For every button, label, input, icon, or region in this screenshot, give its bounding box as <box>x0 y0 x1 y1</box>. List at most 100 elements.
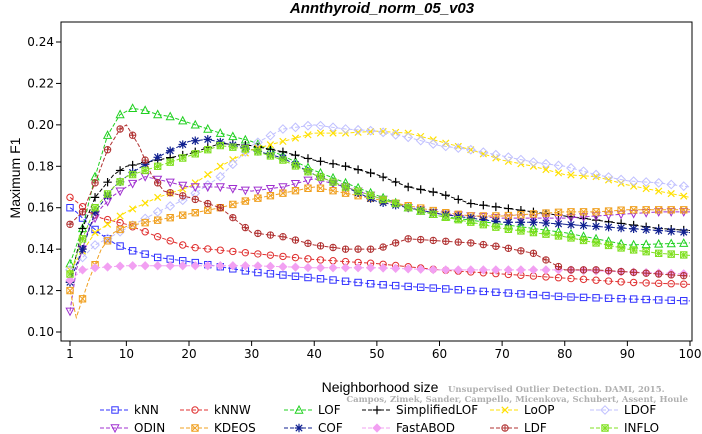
legend-item-lof: LOF <box>284 403 341 417</box>
series-marker-inflo <box>266 152 275 160</box>
legend-label-fastabod: FastABOD <box>396 421 455 434</box>
series-marker-kdeos <box>529 210 538 218</box>
series-marker-ldof <box>415 135 426 146</box>
series-marker-knnw <box>604 277 613 285</box>
series-marker-ldf <box>479 240 488 249</box>
series-marker-knn <box>316 275 325 283</box>
series-marker-knn <box>642 295 650 304</box>
series-marker-inflo <box>304 167 312 176</box>
series-marker-ldf <box>128 131 137 139</box>
series-marker-inflo <box>579 236 588 245</box>
series-marker-knn <box>479 287 488 296</box>
series-marker-cof <box>504 218 513 227</box>
series-marker-inflo <box>254 148 262 156</box>
series-marker-fastabod <box>303 262 313 273</box>
series-marker-inflo <box>354 187 362 195</box>
series-marker-knn <box>141 250 149 258</box>
series-marker-ldf <box>179 192 187 200</box>
series-marker-fastabod <box>340 263 351 273</box>
series-marker-ldof <box>353 124 363 135</box>
series-marker-cof <box>566 220 576 229</box>
series-marker-ldof <box>340 124 351 134</box>
x-tick-label: 80 <box>557 347 572 361</box>
series-marker-cof <box>191 136 200 145</box>
series-marker-knnw <box>254 250 262 258</box>
series-marker-odin <box>265 184 276 194</box>
series-marker-fastabod <box>328 263 338 273</box>
series-marker-loop <box>316 129 325 137</box>
series-marker-ldof <box>328 122 338 133</box>
y-tick-label: 0.18 <box>27 159 54 173</box>
series-marker-fastabod <box>478 265 488 275</box>
series-marker-fastabod <box>290 262 301 272</box>
series-marker-odin <box>566 213 576 223</box>
series-line-kdeos <box>69 186 690 320</box>
series-marker-knnw <box>179 241 187 249</box>
series-marker-simplifiedlof <box>504 204 513 213</box>
series-marker-kdeos <box>304 184 312 192</box>
series-marker-cof <box>78 244 87 254</box>
legend-item-ldf: LDF <box>490 421 547 434</box>
series-marker-knn <box>291 272 300 280</box>
series-marker-loop <box>630 182 638 190</box>
y-tick-label: 0.12 <box>27 284 54 298</box>
series-marker-fastabod <box>278 262 288 272</box>
series-marker-ldof <box>666 179 677 190</box>
series-line-knnw <box>69 196 691 285</box>
series-marker-inflo <box>366 191 375 199</box>
series-marker-ldf <box>404 235 412 243</box>
series-marker-knn <box>492 288 500 296</box>
series-marker-inflo <box>617 244 625 252</box>
series-marker-inflo <box>504 225 513 233</box>
series-marker-fastabod <box>153 261 163 271</box>
legend-item-odin: ODIN <box>100 421 165 434</box>
series-marker-ldof <box>553 160 564 171</box>
series-marker-inflo <box>467 218 475 226</box>
series-marker-kdeos <box>229 200 237 209</box>
series-marker-ldf <box>680 272 688 280</box>
y-axis-label: Maximum F1 <box>7 137 23 218</box>
series-marker-knn <box>504 289 513 297</box>
series-marker-odin <box>178 181 188 191</box>
series-marker-inflo <box>479 221 488 229</box>
series-marker-ldof <box>541 158 551 169</box>
series-marker-ldof <box>177 195 188 206</box>
series-marker-ldf <box>654 270 663 278</box>
series-marker-knn <box>629 295 638 303</box>
series-marker-inflo <box>529 228 538 237</box>
series-marker-ldof <box>603 172 614 182</box>
legend-item-simplifiedlof: SimplifiedLOF <box>362 403 478 417</box>
series-marker-ldf <box>542 256 550 264</box>
series-marker-ldof <box>165 201 176 211</box>
series-marker-fastabod <box>203 261 213 271</box>
series-marker-knn <box>366 280 375 288</box>
series-marker-inflo <box>91 204 99 212</box>
series-marker-loop <box>567 171 575 179</box>
series-marker-ldf <box>642 269 650 277</box>
legend-item-knnw: kNNW <box>180 403 251 417</box>
series-marker-knn <box>604 294 613 302</box>
series-marker-loop <box>154 193 162 201</box>
series-marker-ldf <box>617 267 625 276</box>
legend-marker-ldof <box>600 405 610 415</box>
legend-label-lof: LOF <box>318 403 341 417</box>
series-marker-loop <box>492 154 500 162</box>
series-marker-knnw <box>216 246 225 254</box>
series-marker-kdeos <box>654 206 663 214</box>
series-marker-cof <box>554 219 563 229</box>
series-marker-fastabod <box>115 261 125 271</box>
series-marker-knn <box>429 284 437 292</box>
series-marker-loop <box>655 187 663 195</box>
series-marker-ldf <box>629 268 638 276</box>
series-marker-knnw <box>141 228 149 236</box>
series-marker-odin <box>253 186 263 196</box>
series-marker-knn <box>417 283 425 291</box>
series-marker-simplifiedlof <box>454 195 463 204</box>
series-marker-ldf <box>341 245 350 253</box>
series-marker-knn <box>279 271 287 279</box>
series-marker-fastabod <box>516 265 526 275</box>
legend-item-cof: COF <box>284 421 343 434</box>
series-marker-knn <box>467 286 475 295</box>
plot-area <box>65 103 691 320</box>
x-tick-label: 70 <box>494 347 509 361</box>
